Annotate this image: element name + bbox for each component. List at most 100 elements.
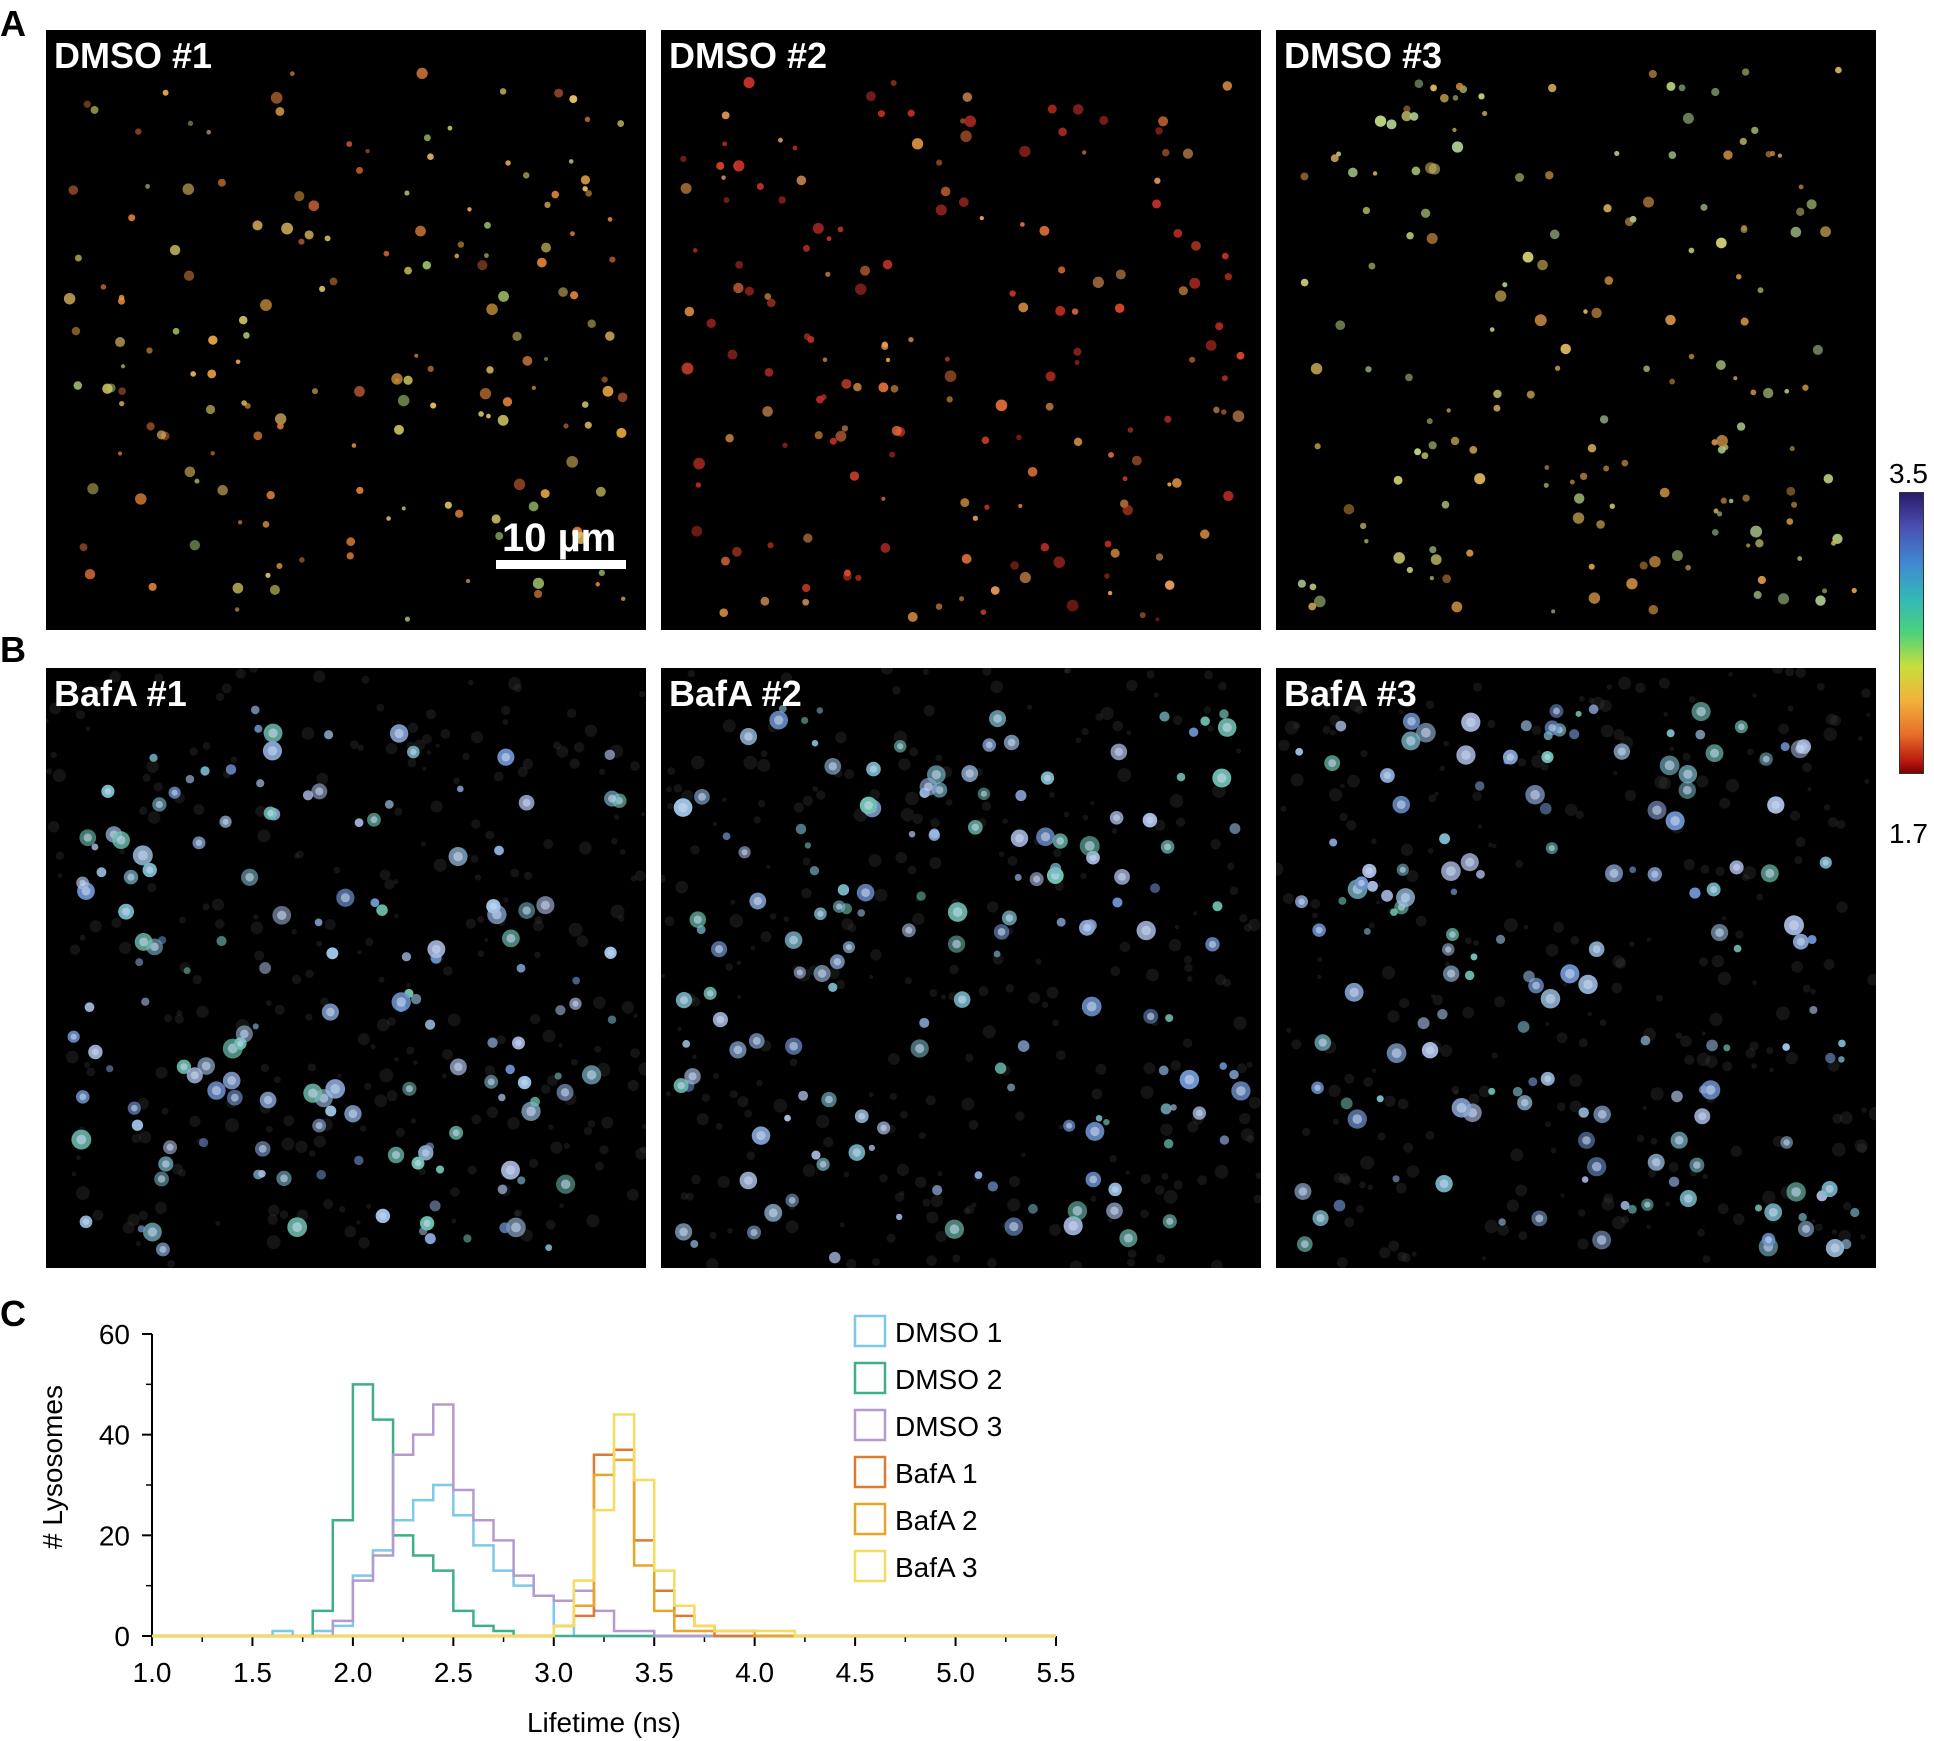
haze-speck xyxy=(1472,682,1482,692)
haze-speck xyxy=(118,941,132,955)
haze-speck xyxy=(1468,1093,1480,1105)
lysosome-punctum xyxy=(681,362,694,375)
legend-label: BafA 1 xyxy=(895,1458,978,1489)
haze-speck xyxy=(899,1190,905,1196)
lysosome-core xyxy=(1113,814,1121,822)
lysosome-core xyxy=(515,1039,522,1047)
lysosome-punctum xyxy=(1392,1175,1400,1183)
haze-speck xyxy=(584,724,598,738)
lysosome-punctum xyxy=(940,186,951,197)
haze-speck xyxy=(467,1165,477,1175)
haze-speck xyxy=(1545,943,1559,957)
haze-speck xyxy=(468,679,474,686)
haze-speck xyxy=(1722,1061,1733,1072)
haze-speck xyxy=(1146,670,1155,679)
lysosome-punctum xyxy=(1629,866,1637,874)
haze-speck xyxy=(291,929,297,935)
lysosome-punctum xyxy=(365,148,370,154)
lysosome-punctum xyxy=(294,191,305,202)
lysosome-punctum xyxy=(1523,970,1535,983)
haze-speck xyxy=(215,692,225,702)
haze-speck xyxy=(407,758,417,768)
lysosome-punctum xyxy=(854,283,867,295)
haze-speck xyxy=(1831,1229,1838,1235)
lysosome-punctum xyxy=(454,253,460,259)
lysosome-punctum xyxy=(465,578,471,584)
lysosome-core xyxy=(774,715,784,725)
lysosome-punctum xyxy=(316,1169,327,1180)
haze-speck xyxy=(1255,1172,1261,1179)
lysosome-core xyxy=(817,910,824,917)
lysosome-punctum xyxy=(607,1015,617,1024)
y-tick-label: 0 xyxy=(114,1621,130,1652)
lysosome-punctum xyxy=(1163,1139,1174,1149)
haze-speck xyxy=(1578,1038,1588,1048)
lysosome-core xyxy=(540,900,550,910)
haze-speck xyxy=(476,915,485,924)
haze-speck xyxy=(1569,1074,1583,1088)
haze-speck xyxy=(706,1258,719,1268)
lysosome-punctum xyxy=(479,388,492,400)
haze-speck xyxy=(1699,957,1709,967)
haze-speck xyxy=(627,1079,639,1092)
lysosome-core xyxy=(1710,748,1719,758)
haze-speck xyxy=(673,784,683,793)
lysosome-punctum xyxy=(744,286,754,296)
lysosome-punctum xyxy=(1081,150,1087,155)
lysosome-punctum xyxy=(1039,225,1050,236)
haze-speck xyxy=(267,1214,278,1225)
haze-speck xyxy=(912,913,925,926)
haze-speck xyxy=(265,1000,272,1006)
haze-speck xyxy=(1344,1217,1355,1228)
lysosome-punctum xyxy=(994,1062,1007,1074)
lysosome-punctum xyxy=(1648,69,1657,79)
lysosome-core xyxy=(952,907,963,917)
haze-speck xyxy=(1119,941,1131,953)
haze-speck xyxy=(1443,740,1449,747)
lysosome-punctum xyxy=(84,1002,95,1013)
lysosome-punctum xyxy=(117,451,123,456)
lysosome-punctum xyxy=(849,471,860,481)
haze-speck xyxy=(1081,728,1089,736)
lysosome-punctum xyxy=(1381,889,1393,902)
haze-speck xyxy=(1214,1164,1229,1179)
haze-speck xyxy=(709,1231,717,1239)
lysosome-punctum xyxy=(1430,554,1442,565)
haze-speck xyxy=(1756,893,1764,901)
haze-speck xyxy=(154,673,164,683)
lysosome-punctum xyxy=(1107,590,1113,596)
lysosome-core xyxy=(79,879,86,887)
haze-speck xyxy=(465,918,476,929)
lysosome-punctum xyxy=(252,1023,259,1030)
lysosome-punctum xyxy=(182,183,195,195)
lysosome-core xyxy=(997,928,1006,936)
lysosome-core xyxy=(1146,816,1154,824)
haze-speck xyxy=(990,680,1004,694)
haze-speck xyxy=(635,1147,646,1160)
lysosome-core xyxy=(1664,760,1675,771)
lysosome-punctum xyxy=(1155,617,1160,622)
haze-speck xyxy=(1056,1050,1066,1060)
haze-speck xyxy=(161,1107,169,1115)
haze-speck xyxy=(729,914,744,928)
x-tick-label: 3.0 xyxy=(534,1657,573,1688)
lysosome-core xyxy=(1068,1221,1078,1231)
lysosome-core xyxy=(1425,1046,1435,1055)
lysosome-punctum xyxy=(422,261,432,270)
lysosome-punctum xyxy=(1110,548,1120,558)
lysosome-core xyxy=(1298,1187,1308,1196)
lysosome-punctum xyxy=(1498,1218,1506,1226)
haze-speck xyxy=(1545,1021,1550,1027)
x-tick-label: 1.0 xyxy=(133,1657,172,1688)
haze-speck xyxy=(926,1255,937,1266)
lysosome-punctum xyxy=(1018,503,1023,509)
haze-speck xyxy=(1719,797,1731,809)
haze-speck xyxy=(1117,767,1132,782)
haze-speck xyxy=(1354,705,1364,714)
lysosome-punctum xyxy=(1158,116,1169,127)
lysosome-punctum xyxy=(574,532,587,544)
haze-speck xyxy=(1302,1127,1311,1137)
lysosome-punctum xyxy=(1626,578,1638,590)
lysosome-punctum xyxy=(1429,575,1434,581)
lysosome-punctum xyxy=(1750,525,1763,538)
